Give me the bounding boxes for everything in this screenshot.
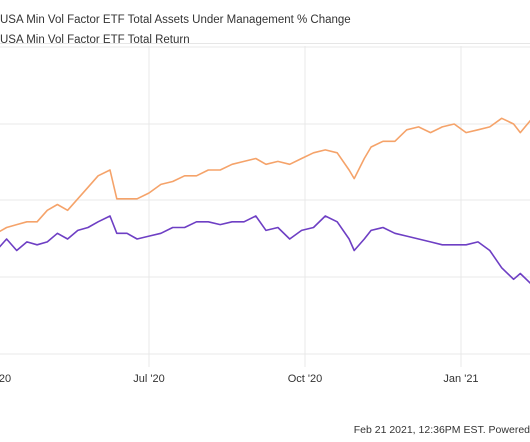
x-tick-label: Jul '20 <box>133 373 164 385</box>
x-tick-label: Oct '20 <box>288 373 323 385</box>
series-line-total-return <box>0 215 530 284</box>
footer-attribution: Feb 21 2021, 12:36PM EST. Powered <box>353 424 530 436</box>
chart-series <box>0 117 530 284</box>
x-tick-label: Jan '21 <box>443 373 478 385</box>
legend-label-aum-change: USA Min Vol Factor ETF Total Assets Unde… <box>0 14 351 26</box>
x-tick-label: 20 <box>0 373 11 385</box>
legend-divider <box>0 43 530 44</box>
series-line-aum-change <box>0 117 530 233</box>
legend-item-aum-change[interactable]: USA Min Vol Factor ETF Total Assets Unde… <box>0 10 351 30</box>
chart-grid <box>0 46 530 367</box>
x-axis-ticks: 20 Jul '20 Oct '20 Jan '21 <box>0 373 479 385</box>
